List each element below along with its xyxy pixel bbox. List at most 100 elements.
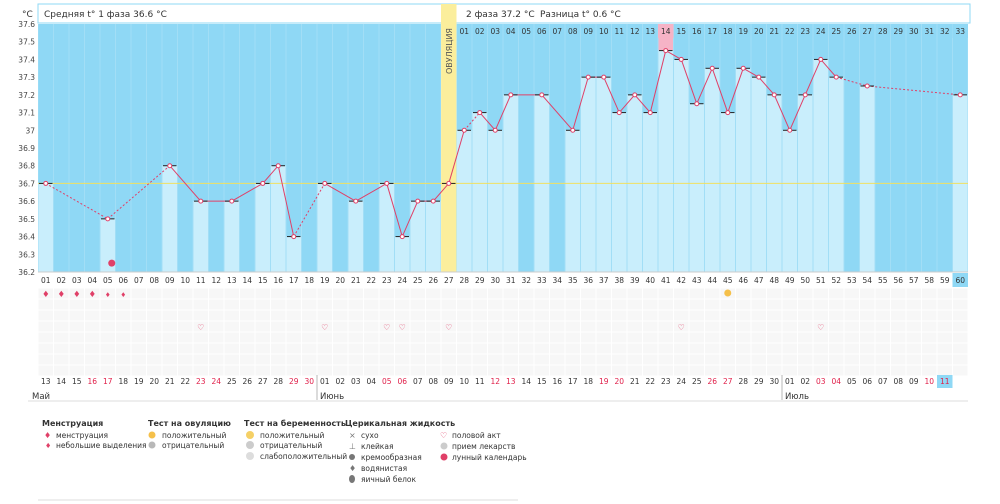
- symbol-cell: [751, 310, 766, 321]
- symbol-cell: [627, 332, 642, 343]
- date-label: 05: [847, 377, 857, 386]
- symbol-cell: [85, 321, 100, 332]
- temp-point-day-28[interactable]: [461, 127, 467, 133]
- symbol-cell: [906, 332, 921, 343]
- temp-point-day-44[interactable]: [709, 65, 715, 71]
- temp-point-day-11[interactable]: [198, 198, 204, 204]
- temp-point-day-17[interactable]: [291, 234, 297, 240]
- temp-point-day-39[interactable]: [632, 92, 638, 98]
- temp-point-day-19[interactable]: [322, 180, 328, 186]
- temp-bar-day-15: [255, 183, 270, 272]
- temp-point-day-31[interactable]: [508, 92, 514, 98]
- temp-point-day-35[interactable]: [570, 127, 576, 133]
- date-label: 27: [258, 377, 268, 386]
- temp-point-day-29[interactable]: [477, 110, 483, 116]
- temp-point-day-5[interactable]: [105, 216, 111, 222]
- symbol-cell: [767, 299, 782, 310]
- symbol-cell: [937, 343, 952, 354]
- date-label: 19: [599, 377, 609, 386]
- temp-point-day-27[interactable]: [446, 180, 452, 186]
- temp-point-day-40[interactable]: [647, 110, 653, 116]
- temp-point-day-30[interactable]: [492, 127, 498, 133]
- cycle-day-label: 19: [320, 276, 330, 285]
- cycle-day-label: 01: [41, 276, 51, 285]
- temp-point-day-52[interactable]: [833, 74, 839, 80]
- symbol-cell: [147, 321, 162, 332]
- symbol-cell: [937, 299, 952, 310]
- symbol-cell: [255, 343, 270, 354]
- temp-point-day-38[interactable]: [616, 110, 622, 116]
- symbol-cell: [348, 354, 363, 365]
- y-tick-label: 37: [25, 126, 35, 135]
- symbol-cell: [38, 288, 53, 299]
- symbol-cell: [782, 310, 797, 321]
- temp-bar-day-17: [286, 236, 301, 272]
- symbol-cell: [782, 354, 797, 365]
- symbol-cell: [224, 354, 239, 365]
- temp-point-day-16[interactable]: [275, 163, 281, 169]
- symbol-cell: [565, 354, 580, 365]
- symbol-cell: [534, 288, 549, 299]
- temp-point-day-21[interactable]: [353, 198, 359, 204]
- temp-point-day-54[interactable]: [864, 83, 870, 89]
- date-label: 02: [335, 377, 345, 386]
- cycle-day-label: 08: [149, 276, 159, 285]
- temp-point-day-41[interactable]: [663, 48, 669, 54]
- symbol-cell: [720, 354, 735, 365]
- legend-moon-calendar: лунный календарь: [452, 453, 527, 462]
- temp-point-day-33[interactable]: [539, 92, 545, 98]
- temp-point-day-48[interactable]: [771, 92, 777, 98]
- temp-point-day-13[interactable]: [229, 198, 235, 204]
- symbol-cell: [875, 343, 890, 354]
- symbol-cell: [379, 365, 394, 376]
- temp-point-day-45[interactable]: [725, 110, 731, 116]
- y-tick-label: 37.5: [18, 38, 35, 47]
- temp-line-segment: [680, 59, 698, 104]
- intercourse-mark: ♡: [678, 323, 685, 332]
- cycle-day-label: 52: [831, 276, 841, 285]
- temp-point-day-25[interactable]: [415, 198, 421, 204]
- temp-point-day-46[interactable]: [740, 65, 746, 71]
- temp-point-day-24[interactable]: [399, 234, 405, 240]
- temp-point-day-49[interactable]: [787, 127, 793, 133]
- medication-icon: [440, 442, 448, 450]
- symbol-cell: [100, 288, 115, 299]
- temp-point-day-37[interactable]: [601, 74, 607, 80]
- temp-point-day-36[interactable]: [585, 74, 591, 80]
- symbol-cell: [54, 299, 69, 310]
- temp-point-day-50[interactable]: [802, 92, 808, 98]
- temp-bar-day-19: [317, 183, 332, 272]
- symbol-cell: [271, 321, 286, 332]
- symbol-cell: [565, 343, 580, 354]
- ovulation-label: ОВУЛЯЦИЯ: [445, 28, 454, 74]
- temp-point-day-1[interactable]: [43, 180, 49, 186]
- temp-point-day-26[interactable]: [430, 198, 436, 204]
- temp-point-day-47[interactable]: [756, 74, 762, 80]
- cycle-day-label: 28: [459, 276, 469, 285]
- symbol-cell: [937, 354, 952, 365]
- temp-point-day-42[interactable]: [678, 56, 684, 62]
- temp-point-day-51[interactable]: [818, 56, 824, 62]
- moon-calendar-icon: [440, 453, 448, 461]
- temp-point-day-23[interactable]: [384, 180, 390, 186]
- symbol-cell: [953, 343, 968, 354]
- symbol-cell: [69, 343, 84, 354]
- date-label: 16: [552, 377, 562, 386]
- temp-point-day-15[interactable]: [260, 180, 266, 186]
- symbol-cell: [457, 310, 472, 321]
- temp-point-day-60[interactable]: [957, 92, 963, 98]
- temp-point-day-9[interactable]: [167, 163, 173, 169]
- temp-bar-day-28: [457, 130, 472, 272]
- symbol-cell: [550, 288, 565, 299]
- cycle-day-label: 32: [521, 276, 531, 285]
- legend-preg-negative: отрицательный: [260, 441, 322, 450]
- symbol-cell: [333, 354, 348, 365]
- temp-bar-day-24: [395, 236, 410, 272]
- symbol-cell: [131, 288, 146, 299]
- symbol-cell: [488, 321, 503, 332]
- temp-point-day-43[interactable]: [694, 101, 700, 107]
- symbol-cell: [209, 354, 224, 365]
- plot-area: ОВУЛЯЦИЯ: [37, 4, 969, 273]
- y-tick-label: 37.1: [18, 109, 35, 118]
- y-tick-label: 36.9: [18, 144, 35, 153]
